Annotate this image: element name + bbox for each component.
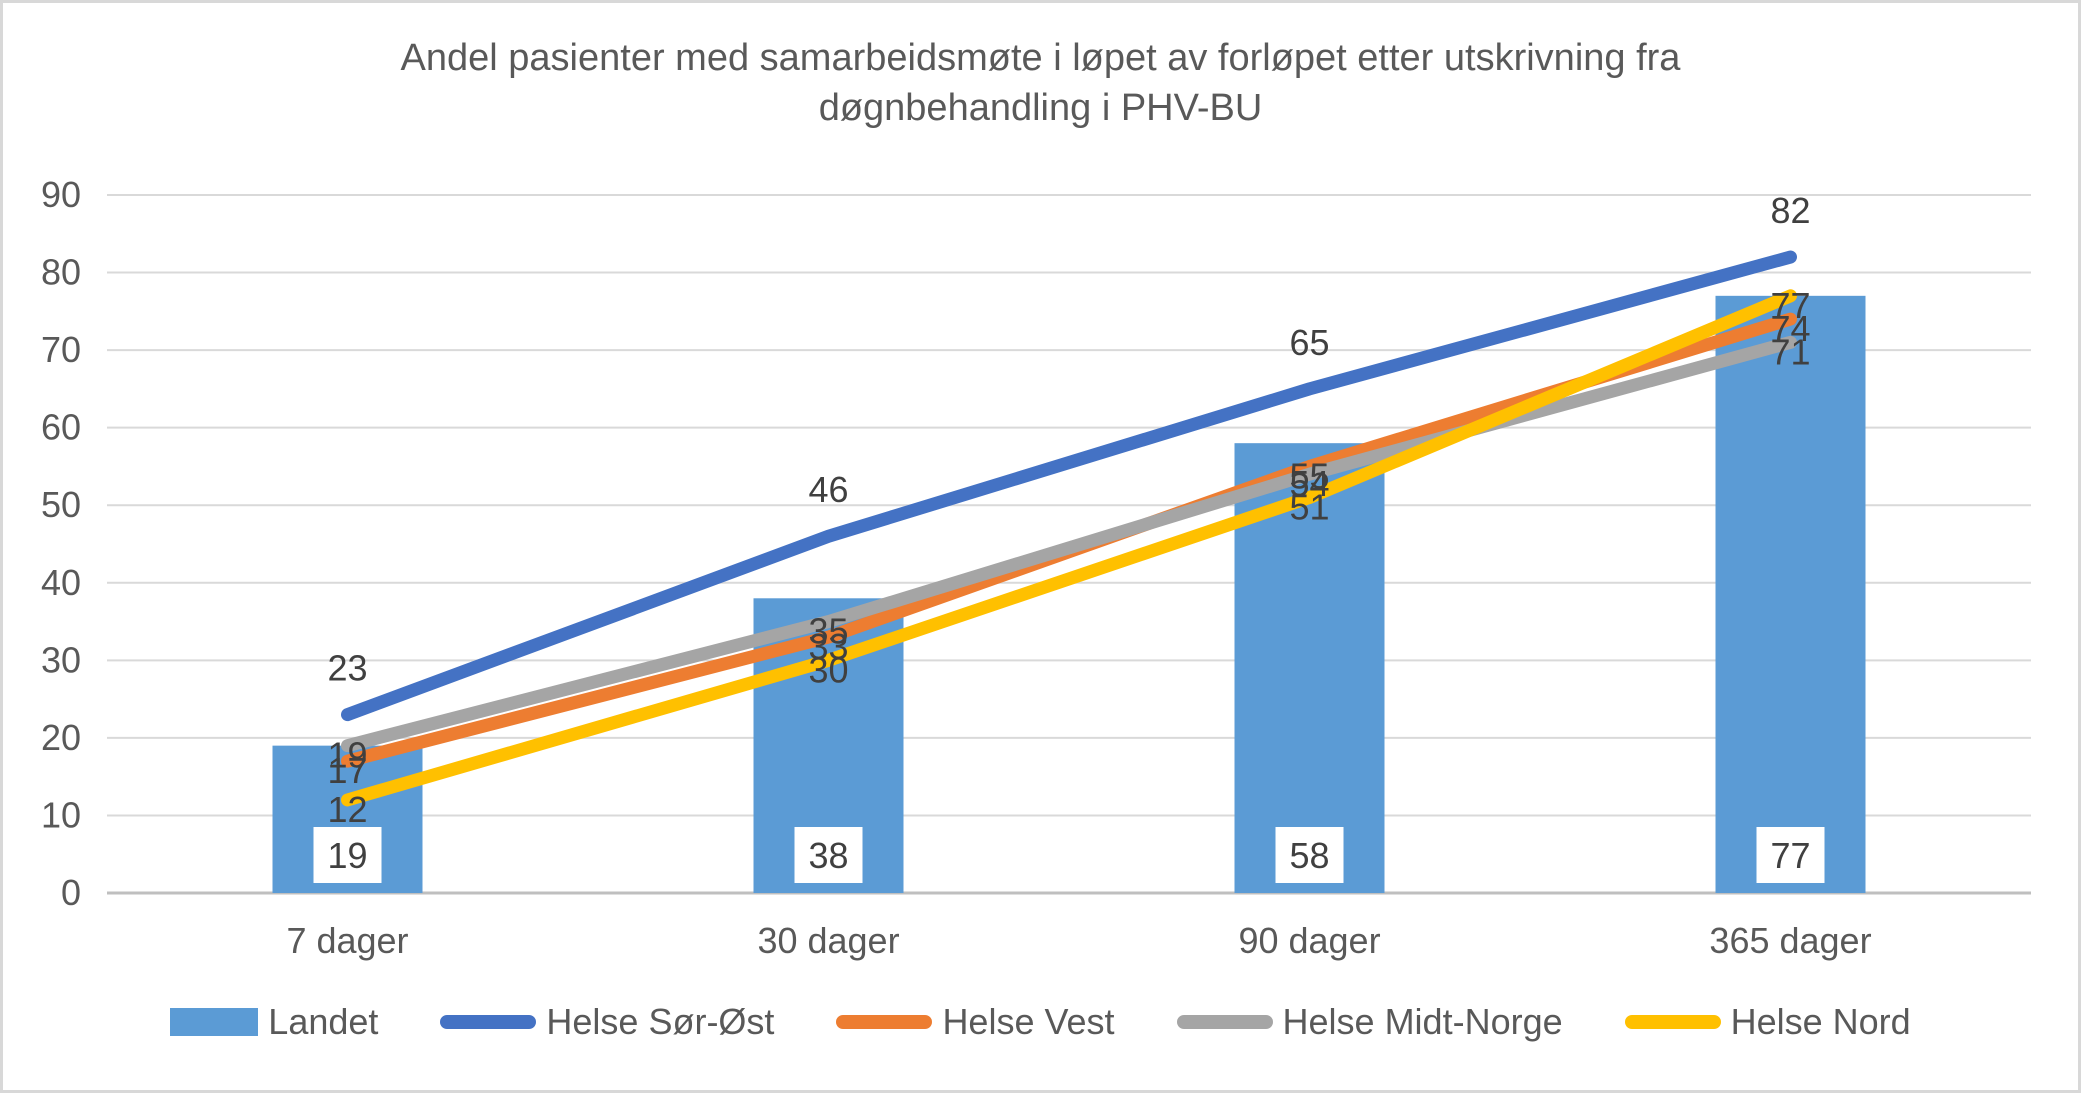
data-label-landet-90-dager: 58 xyxy=(1289,835,1329,876)
data-label-helse-s-r-st-365-dager: 82 xyxy=(1770,190,1810,231)
data-label-helse-vest-365-dager: 74 xyxy=(1770,308,1810,349)
data-label-helse-s-r-st-30-dager: 46 xyxy=(808,469,848,510)
plot-area: 0 10 20 30 40 50 60 70 80 90 23 46 65 82 17 33 55 74 19 35 5… xyxy=(41,174,2031,961)
legend-swatch-helse-nord xyxy=(1624,1015,1721,1029)
chart-title: Andel pasienter med samarbeidsmøte i løp… xyxy=(3,33,2078,133)
x-category-label-365-dager: 365 dager xyxy=(1709,920,1871,961)
data-label-box-landet-365-dager xyxy=(1756,827,1825,883)
data-label-helse-nord-7-dager: 12 xyxy=(327,789,367,830)
legend: Landet Helse Sør-Øst Helse Vest Helse Midt-… xyxy=(3,1001,2078,1043)
data-label-helse-vest-90-dager: 55 xyxy=(1289,455,1329,496)
data-label-helse-s-r-st-7-dager: 23 xyxy=(327,648,367,689)
legend-label-helse-midt-norge: Helse Midt-Norge xyxy=(1282,1001,1563,1042)
data-label-helse-midt-norge-30-dager: 35 xyxy=(808,611,848,652)
bar-landet-365-dager xyxy=(1715,295,1866,893)
data-label-helse-midt-norge-365-dager: 71 xyxy=(1770,331,1810,372)
y-tick-label: 80 xyxy=(41,252,81,293)
data-label-helse-nord-30-dager: 30 xyxy=(808,649,848,690)
data-label-box-landet-30-dager xyxy=(794,827,863,883)
legend-item-helse-vest: Helse Vest xyxy=(836,1001,1115,1043)
data-label-helse-vest-7-dager: 17 xyxy=(327,750,367,791)
y-tick-label: 90 xyxy=(41,174,81,215)
data-label-helse-midt-norge-90-dager: 54 xyxy=(1289,463,1329,504)
data-label-landet-7-dager: 19 xyxy=(327,835,367,876)
y-tick-label: 60 xyxy=(41,407,81,448)
data-label-helse-nord-365-dager: 77 xyxy=(1770,285,1810,326)
data-label-helse-s-r-st-90-dager: 65 xyxy=(1289,322,1329,363)
legend-swatch-helse-vest xyxy=(836,1015,933,1029)
y-tick-label: 0 xyxy=(61,872,81,913)
y-tick-label: 40 xyxy=(41,562,81,603)
legend-item-helse-s-r-st: Helse Sør-Øst xyxy=(440,1001,774,1043)
legend-swatch-helse-s-r-st xyxy=(440,1015,537,1029)
line-helse-nord xyxy=(341,289,1797,807)
data-label-box-landet-90-dager xyxy=(1275,827,1344,883)
y-tick-label: 30 xyxy=(41,639,81,680)
chart-title-line-1: Andel pasienter med samarbeidsmøte i løp… xyxy=(400,37,1681,79)
legend-item-helse-midt-norge: Helse Midt-Norge xyxy=(1176,1001,1563,1043)
x-category-label-7-dager: 7 dager xyxy=(286,920,408,961)
x-category-label-90-dager: 90 dager xyxy=(1238,920,1380,961)
line-helse-s-r-st xyxy=(341,250,1797,722)
legend-swatch-helse-midt-norge xyxy=(1176,1015,1273,1029)
legend-label-helse-nord: Helse Nord xyxy=(1730,1001,1911,1042)
data-label-box-landet-7-dager xyxy=(313,827,382,883)
x-category-label-30-dager: 30 dager xyxy=(757,920,899,961)
y-tick-label: 20 xyxy=(41,717,81,758)
y-tick-label: 70 xyxy=(41,329,81,370)
data-label-helse-midt-norge-7-dager: 19 xyxy=(327,735,367,776)
legend-item-landet: Landet xyxy=(170,1001,378,1043)
legend-label-landet: Landet xyxy=(268,1001,379,1042)
chart-title-line-2: døgnbehandling i PHV-BU xyxy=(818,87,1263,130)
data-label-landet-365-dager: 77 xyxy=(1770,835,1810,876)
legend-label-helse-vest: Helse Vest xyxy=(942,1001,1115,1042)
legend-swatch-landet xyxy=(170,1008,259,1036)
data-label-helse-vest-30-dager: 33 xyxy=(808,626,848,667)
legend-item-helse-nord: Helse Nord xyxy=(1624,1001,1911,1043)
line-helse-midt-norge xyxy=(341,335,1797,753)
data-label-helse-nord-90-dager: 51 xyxy=(1289,486,1329,527)
data-label-landet-30-dager: 38 xyxy=(808,835,848,876)
y-tick-label: 50 xyxy=(41,484,81,525)
y-tick-label: 10 xyxy=(41,794,81,835)
legend-label-helse-s-r-st: Helse Sør-Øst xyxy=(546,1001,775,1042)
